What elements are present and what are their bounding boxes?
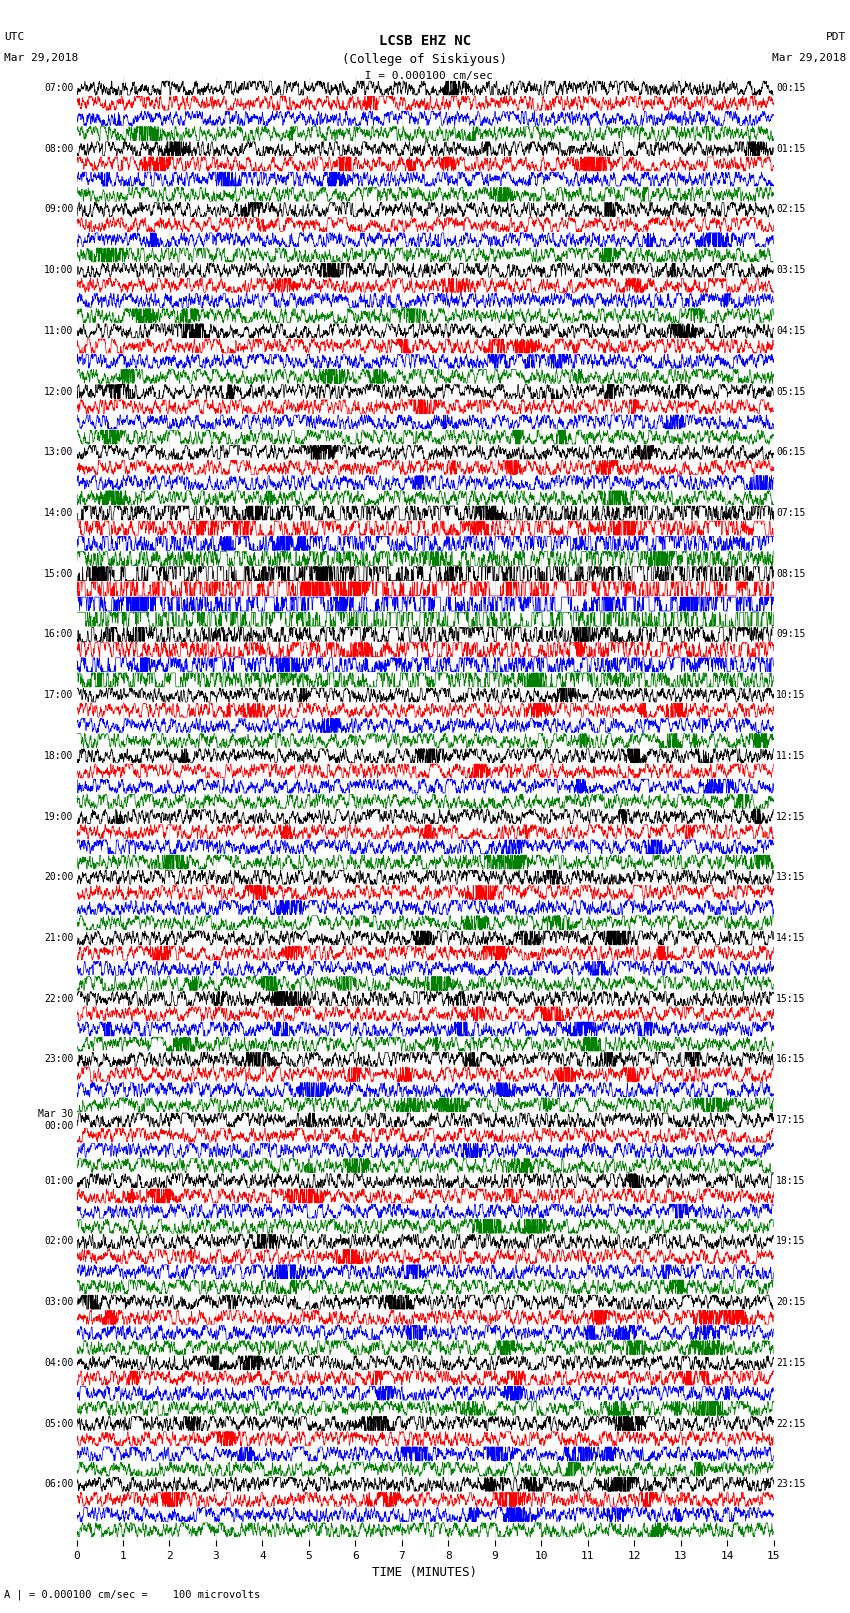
Text: A | = 0.000100 cm/sec =    100 microvolts: A | = 0.000100 cm/sec = 100 microvolts <box>4 1589 260 1600</box>
X-axis label: TIME (MINUTES): TIME (MINUTES) <box>372 1566 478 1579</box>
Text: (College of Siskiyous): (College of Siskiyous) <box>343 53 507 66</box>
Text: I = 0.000100 cm/sec: I = 0.000100 cm/sec <box>358 71 492 81</box>
Text: UTC: UTC <box>4 32 25 42</box>
Text: PDT: PDT <box>825 32 846 42</box>
Text: Mar 29,2018: Mar 29,2018 <box>772 53 846 63</box>
Text: Mar 29,2018: Mar 29,2018 <box>4 53 78 63</box>
Text: LCSB EHZ NC: LCSB EHZ NC <box>379 34 471 48</box>
